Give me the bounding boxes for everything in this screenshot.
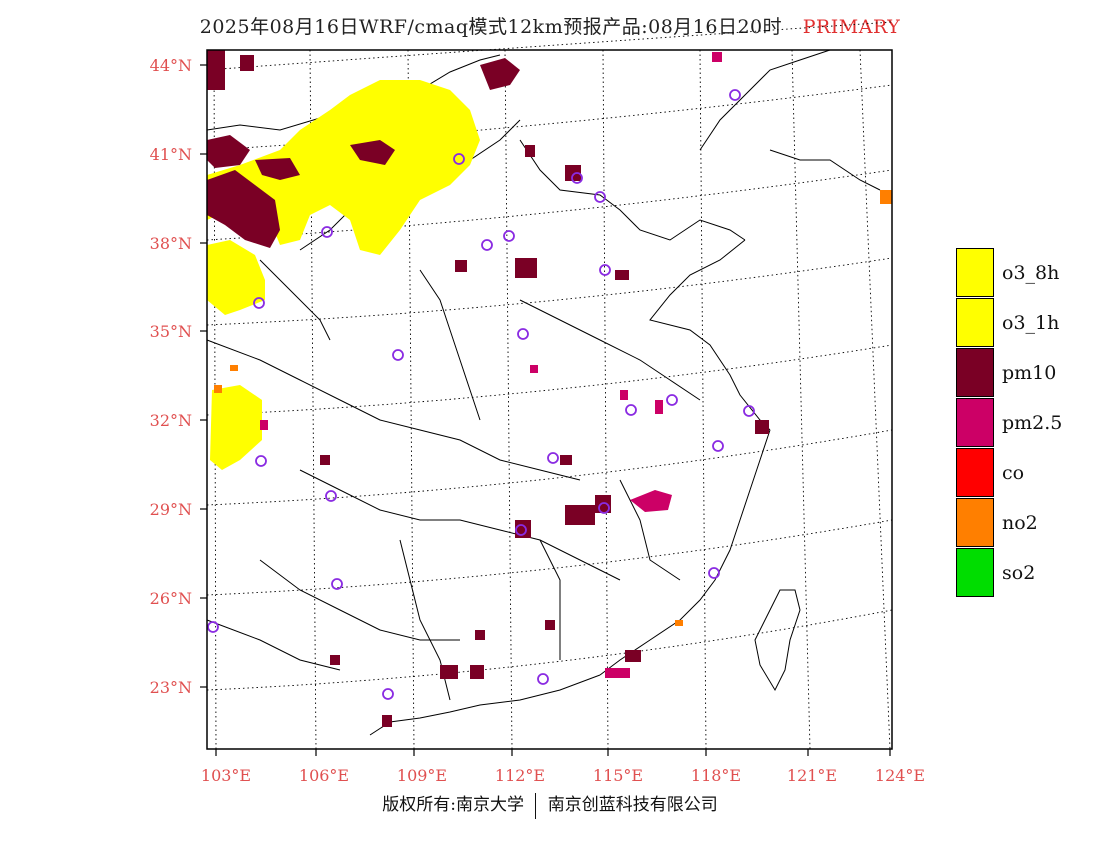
- boundaries: [206, 49, 881, 736]
- lat-labels: 44°N 41°N 38°N 35°N 32°N 29°N 26°N 23°N: [150, 56, 192, 697]
- lat-label: 41°N: [150, 145, 192, 164]
- station-markers: [207, 89, 755, 700]
- footer-divider: [535, 792, 537, 819]
- copyright-left: 版权所有:南京大学: [382, 795, 524, 815]
- legend-label: o3_1h: [1002, 312, 1060, 334]
- lon-label: 106°E: [299, 766, 349, 785]
- map-title: 2025年08月16日WRF/cmaq模式12km预报产品:08月16日20时 …: [0, 12, 1100, 39]
- legend-label: no2: [1002, 512, 1038, 534]
- legend-label: co: [1002, 462, 1025, 484]
- title-tag: PRIMARY: [802, 16, 901, 38]
- tick-marks: [200, 64, 891, 756]
- legend-label: o3_8h: [1002, 262, 1060, 284]
- graticule: [206, 21, 893, 750]
- legend-swatch: [956, 248, 994, 297]
- legend-swatch: [956, 298, 994, 347]
- no2-zones: [214, 190, 892, 626]
- lon-label: 115°E: [593, 766, 643, 785]
- lat-label: 29°N: [150, 500, 192, 519]
- lon-label: 109°E: [397, 766, 447, 785]
- lon-labels: 103°E 106°E 109°E 112°E 115°E 118°E 121°…: [201, 766, 925, 785]
- lon-label: 103°E: [201, 766, 251, 785]
- map-frame: [206, 49, 893, 750]
- lat-label: 35°N: [150, 322, 192, 341]
- lon-label: 118°E: [691, 766, 741, 785]
- lon-label: 124°E: [875, 766, 925, 785]
- legend-swatch: [956, 498, 994, 547]
- legend-swatch: [956, 398, 994, 447]
- copyright-right: 南京创蓝科技有限公司: [547, 795, 718, 815]
- legend-label: pm2.5: [1002, 412, 1063, 434]
- pm10-zones: [207, 50, 769, 727]
- copyright-footer: 版权所有:南京大学 南京创蓝科技有限公司: [0, 790, 1100, 819]
- pm25-zones: [260, 52, 722, 678]
- legend-swatch: [956, 448, 994, 497]
- legend-swatch: [956, 348, 994, 397]
- lon-label: 112°E: [495, 766, 545, 785]
- lat-label: 26°N: [150, 589, 192, 608]
- lat-label: 38°N: [150, 234, 192, 253]
- lat-label: 44°N: [150, 56, 192, 75]
- title-main: 2025年08月16日WRF/cmaq模式12km预报产品:08月16日20时: [199, 16, 783, 38]
- lon-label: 121°E: [787, 766, 837, 785]
- lat-label: 23°N: [150, 678, 192, 697]
- legend-swatch: [956, 548, 994, 597]
- legend-label: pm10: [1002, 362, 1057, 384]
- legend-label: so2: [1002, 562, 1036, 584]
- lat-label: 32°N: [150, 411, 192, 430]
